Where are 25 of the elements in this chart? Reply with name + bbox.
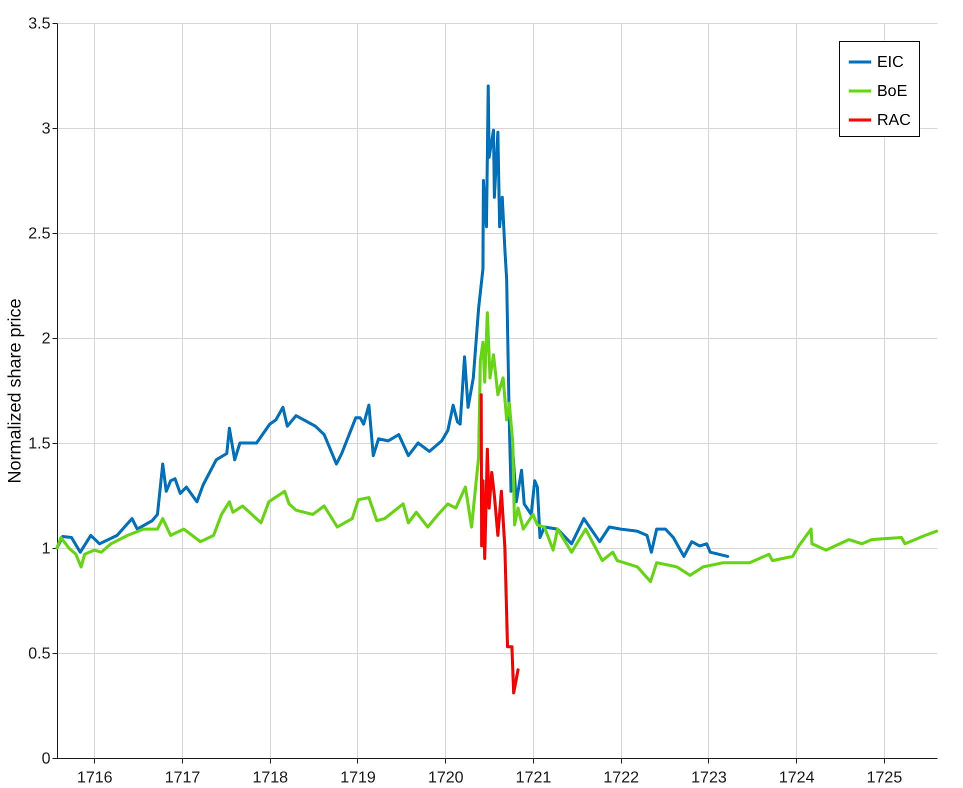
y-tick-label: 3 <box>42 120 51 138</box>
line-series <box>56 84 730 558</box>
x-tick-label: 1721 <box>516 770 552 786</box>
x-tick-label: 1725 <box>866 770 902 786</box>
x-tick-label: 1723 <box>691 770 727 786</box>
y-tick-label: 1 <box>42 540 51 558</box>
y-tick-label: 0 <box>42 750 51 768</box>
legend-label: EIC <box>877 54 904 71</box>
y-tick-label: 2.5 <box>28 226 51 242</box>
x-tick-label: 1718 <box>252 770 288 786</box>
y-tick-label: 1.5 <box>28 436 51 452</box>
x-tick-label: 1722 <box>603 770 640 786</box>
y-tick-label: 0.5 <box>28 646 51 662</box>
x-tick-label: 1724 <box>778 770 815 786</box>
x-tick-label: 1719 <box>340 770 376 786</box>
x-tick-label: 1720 <box>428 770 464 786</box>
legend-label: RAC <box>877 112 911 129</box>
line-series <box>56 311 938 584</box>
x-tick-label: 1717 <box>164 770 200 786</box>
legend-label: BoE <box>877 83 908 100</box>
y-tick-label: 3.5 <box>28 16 51 32</box>
x-tick-label: 1716 <box>76 770 113 786</box>
line-series <box>480 393 520 694</box>
y-axis-title: Normalized share price <box>4 298 24 484</box>
y-tick-label: 2 <box>42 330 51 348</box>
